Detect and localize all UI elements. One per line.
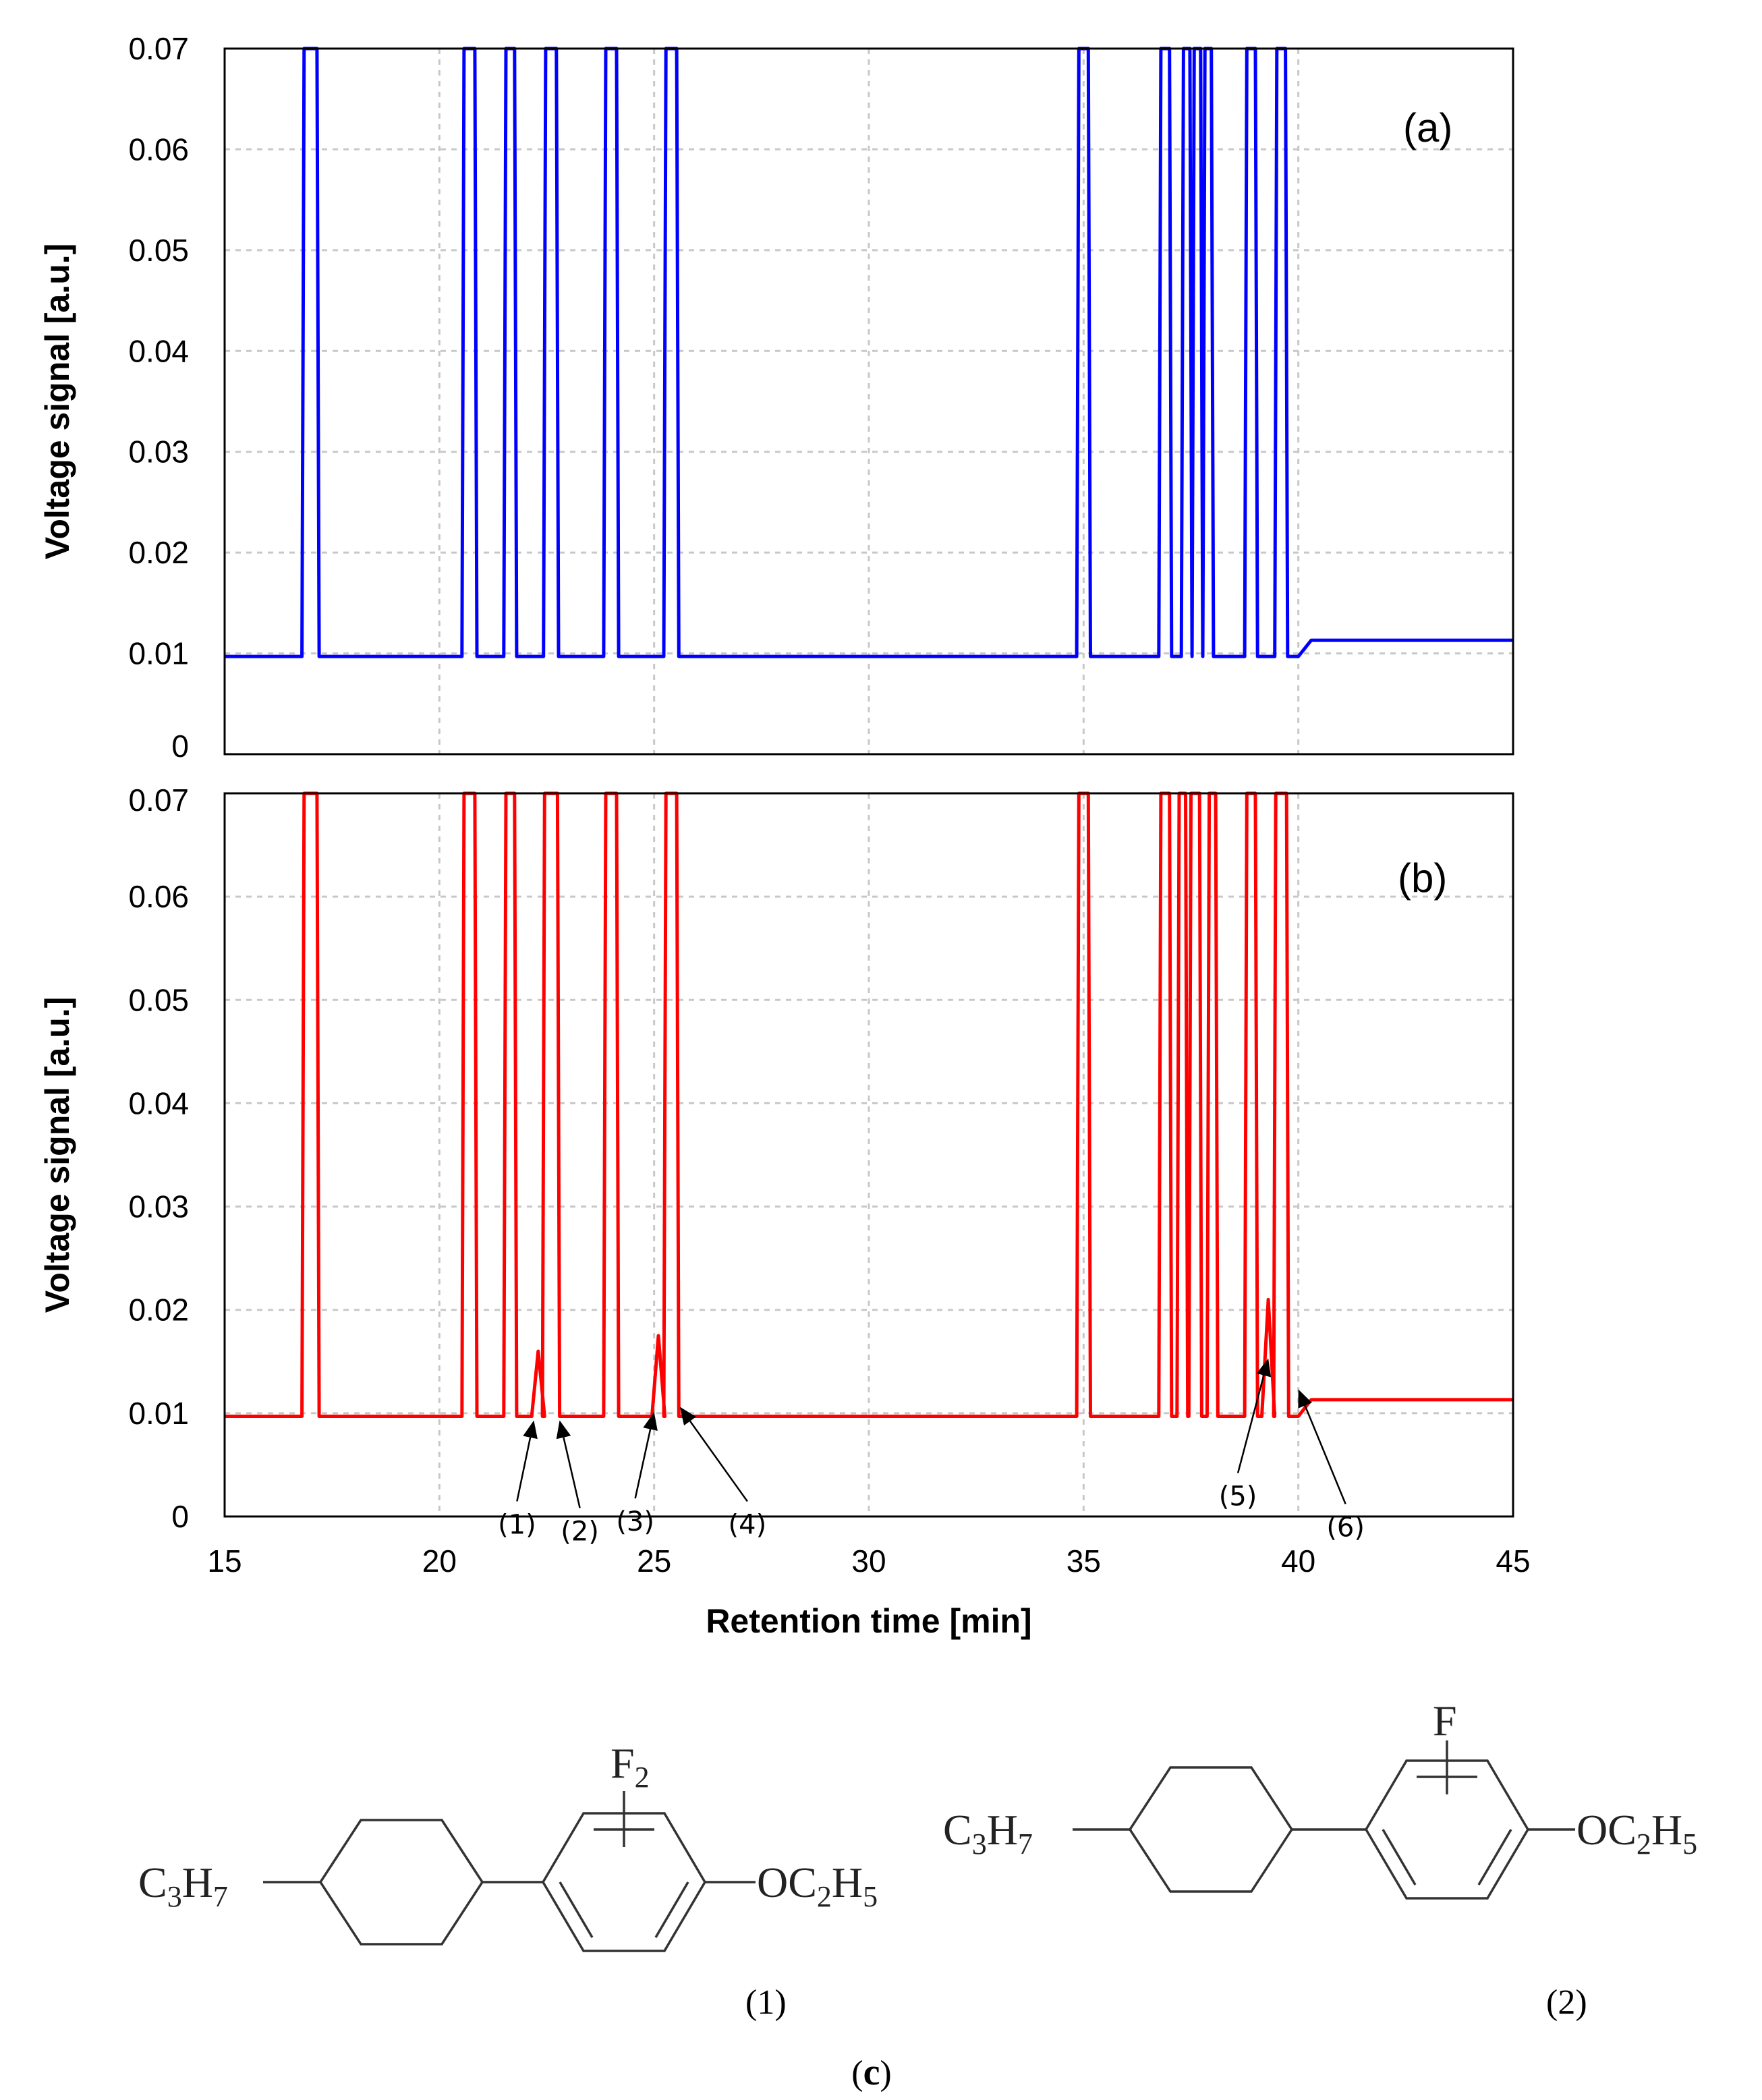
cyclohexane-ring-2 <box>1128 1766 1294 1893</box>
annotation-label: (6) <box>1326 1512 1365 1543</box>
x-axis-title: Retention time [min] <box>706 1602 1031 1640</box>
benzene-double-bond-1b <box>654 1881 689 1938</box>
panel-a-chart: 0 0.01 0.02 0.03 0.04 0.05 0.06 0.07 (a) Voltag… <box>38 31 1514 764</box>
x-tick-label: 15 <box>207 1543 241 1579</box>
annotation-arrow-line <box>516 1437 532 1502</box>
y-tick-label: 0.01 <box>128 1396 189 1431</box>
x-tick-label: 40 <box>1281 1543 1315 1579</box>
y-tick-label: 0 <box>171 1499 189 1534</box>
annotation-arrow-head <box>523 1420 538 1440</box>
annotation-arrow-line <box>689 1420 748 1502</box>
annotation-arrow-head <box>679 1407 696 1426</box>
y-tick-label: 0.03 <box>128 434 189 470</box>
annotation-arrow-line <box>563 1437 581 1508</box>
y-tick-label: 0.02 <box>128 1293 189 1328</box>
y-tick-label: 0.01 <box>128 636 189 671</box>
fluoro-label-1: F2 <box>610 1739 650 1794</box>
y-tick-label: 0.04 <box>128 1085 189 1120</box>
panel-b-frame <box>223 792 1514 1518</box>
panel-b-x-ticks: 15 20 25 30 35 40 45 <box>207 1543 1530 1579</box>
ether-label-1: OC2H5 <box>757 1858 878 1913</box>
panel-b-chart: 0 0.01 0.02 0.03 0.04 0.05 0.06 0.07 (b) Voltag… <box>38 783 1531 1640</box>
benzene-double-bond-2b <box>1477 1829 1512 1885</box>
y-tick-label: 0.05 <box>128 233 189 268</box>
panel-c-caption: (c) <box>851 2051 892 2093</box>
y-tick-label: 0.04 <box>128 333 189 368</box>
annotation-arrow-line <box>1304 1405 1346 1504</box>
y-tick-label: 0.03 <box>128 1189 189 1224</box>
y-tick-label: 0.02 <box>128 535 189 570</box>
annotation-label: (5) <box>1219 1481 1257 1512</box>
y-tick-label: 0.07 <box>128 783 189 818</box>
annotation-label: (2) <box>561 1516 599 1547</box>
y-tick-label: 0 <box>171 729 189 764</box>
annotation-arrow-head <box>1256 1358 1272 1378</box>
y-tick-label: 0.06 <box>128 132 189 167</box>
alkyl-label-2: C3H7 <box>943 1806 1033 1861</box>
y-tick-label: 0.05 <box>128 982 189 1017</box>
annotation-label: (4) <box>729 1510 767 1541</box>
panel-b-label: (b) <box>1398 855 1447 901</box>
peak-annotations: (1) (2) (3) (4) (5) (6) <box>498 1358 1365 1547</box>
panel-a-frame <box>223 47 1514 756</box>
x-tick-label: 45 <box>1496 1543 1530 1579</box>
panel-a-y-axis-title: Voltage signal [a.u.] <box>38 244 76 560</box>
annotation-arrow-head <box>643 1412 658 1431</box>
panel-a-grid <box>225 49 1513 754</box>
annotation-arrow-line <box>634 1429 652 1499</box>
alkyl-label-1: C3H7 <box>138 1858 228 1913</box>
structure-2-label: (2) <box>1546 1983 1587 2022</box>
y-tick-label: 0.06 <box>128 879 189 914</box>
x-tick-label: 20 <box>422 1543 457 1579</box>
panel-a-label: (a) <box>1403 105 1452 150</box>
annotation-arrow-line <box>1237 1375 1265 1473</box>
x-tick-label: 30 <box>851 1543 886 1579</box>
annotation-arrow-head <box>1298 1389 1312 1409</box>
structure-1: C3H7 F2 OC2H5 (1) <box>138 1739 878 2022</box>
x-tick-label: 25 <box>637 1543 671 1579</box>
y-tick-label: 0.07 <box>128 31 189 66</box>
fluoro-label-2: F <box>1433 1697 1457 1744</box>
structure-1-label: (1) <box>745 1983 787 2022</box>
panel-a-y-ticks: 0 0.01 0.02 0.03 0.04 0.05 0.06 0.07 <box>128 31 189 764</box>
benzene-double-bond-1c <box>559 1881 594 1938</box>
cyclohexane-ring-1 <box>318 1819 484 1946</box>
panel-b-y-ticks: 0 0.01 0.02 0.03 0.04 0.05 0.06 0.07 <box>128 783 189 1534</box>
annotation-arrow-head <box>556 1420 571 1440</box>
structure-2: C3H7 F OC2H5 (2) <box>943 1697 1697 2022</box>
benzene-double-bond-2c <box>1382 1829 1417 1885</box>
annotation-label: (3) <box>616 1506 654 1537</box>
annotation-label: (1) <box>498 1509 536 1540</box>
ether-label-2: OC2H5 <box>1576 1806 1697 1861</box>
x-tick-label: 35 <box>1067 1543 1101 1579</box>
panel-b-grid <box>225 793 1513 1516</box>
panel-b-y-axis-title: Voltage signal [a.u.] <box>38 997 76 1313</box>
